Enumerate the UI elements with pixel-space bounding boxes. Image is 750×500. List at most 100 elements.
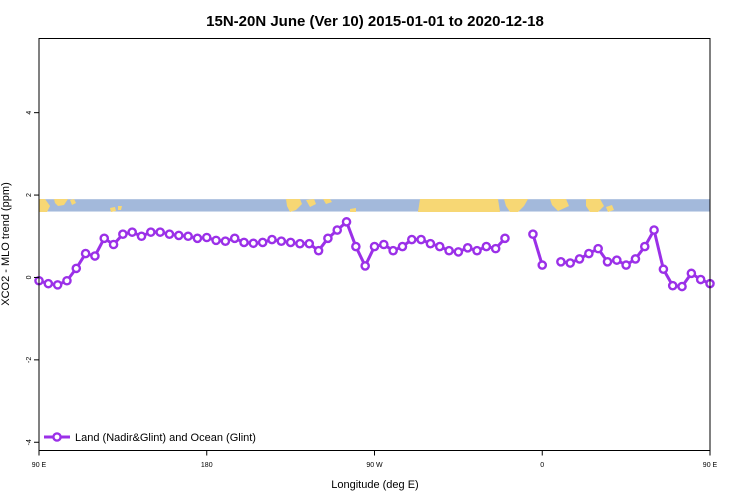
data-point bbox=[602, 257, 613, 267]
data-point bbox=[90, 251, 100, 261]
data-point bbox=[118, 229, 128, 239]
data-point bbox=[285, 237, 296, 248]
map-strip-ocean bbox=[39, 199, 710, 212]
data-point bbox=[267, 234, 277, 245]
map-strip-land bbox=[39, 199, 50, 212]
data-point bbox=[304, 238, 315, 249]
data-point bbox=[220, 236, 231, 247]
legend-marker bbox=[52, 432, 62, 442]
data-point bbox=[62, 275, 72, 286]
data-point bbox=[248, 238, 259, 249]
map-strip bbox=[39, 199, 710, 212]
data-point bbox=[388, 245, 398, 256]
data-point bbox=[425, 238, 436, 249]
data-point bbox=[341, 217, 352, 227]
data-point bbox=[612, 255, 622, 265]
data-point bbox=[528, 229, 538, 239]
data-point bbox=[453, 247, 464, 257]
data-point bbox=[416, 234, 426, 245]
data-point bbox=[434, 241, 445, 252]
data-point bbox=[80, 248, 91, 259]
data-point bbox=[192, 233, 203, 244]
data-point bbox=[472, 245, 482, 256]
data-point bbox=[257, 237, 268, 248]
map-strip-land bbox=[323, 199, 332, 204]
y-axis-label: XCO2 - MLO trend (ppm) bbox=[0, 182, 12, 305]
data-point bbox=[537, 260, 548, 270]
data-point bbox=[621, 260, 631, 270]
data-point bbox=[686, 268, 697, 279]
y-tick-label: 4 bbox=[26, 111, 33, 115]
map-strip-land bbox=[306, 199, 316, 207]
x-tick-label: 90 E bbox=[32, 462, 47, 469]
data-point bbox=[99, 233, 110, 244]
data-point bbox=[332, 225, 343, 235]
data-point bbox=[379, 239, 389, 250]
data-point bbox=[211, 235, 221, 246]
data-point bbox=[667, 280, 678, 291]
data-point bbox=[481, 241, 492, 252]
x-axis: 90 E 180 90 W 0 90 E bbox=[32, 450, 718, 469]
y-tick-label: 2 bbox=[26, 193, 33, 197]
data-point bbox=[43, 278, 54, 289]
data-point bbox=[397, 241, 408, 252]
data-point bbox=[593, 243, 603, 254]
data-point bbox=[146, 227, 156, 237]
data-point bbox=[173, 230, 184, 241]
data-point bbox=[695, 274, 706, 285]
data-point bbox=[323, 233, 333, 244]
data-point bbox=[630, 254, 641, 264]
data-point bbox=[584, 248, 594, 259]
data-point bbox=[574, 254, 585, 264]
data-point bbox=[155, 227, 165, 237]
data-point bbox=[183, 231, 193, 242]
map-strip-land bbox=[606, 205, 614, 212]
legend-label: Land (Nadir&Glint) and Ocean (Glint) bbox=[75, 432, 256, 444]
map-strip-land bbox=[286, 199, 302, 212]
data-point bbox=[276, 236, 287, 247]
y-axis: -4 -2 0 2 4 bbox=[26, 111, 39, 445]
data-point bbox=[406, 234, 417, 245]
data-point bbox=[229, 233, 240, 244]
data-point bbox=[136, 231, 147, 242]
chart-title: 15N-20N June (Ver 10) 2015-01-01 to 2020… bbox=[206, 13, 544, 30]
x-tick-label: 90 E bbox=[703, 462, 718, 469]
data-point bbox=[201, 232, 212, 243]
data-point bbox=[108, 239, 119, 250]
x-tick-label: 0 bbox=[540, 462, 544, 469]
x-tick-label: 180 bbox=[201, 462, 213, 469]
data-point bbox=[556, 257, 566, 267]
plot-area bbox=[34, 38, 715, 451]
x-tick-label: 90 W bbox=[366, 462, 383, 469]
data-point bbox=[313, 245, 324, 256]
y-tick-label: 0 bbox=[26, 275, 33, 279]
data-point bbox=[649, 225, 659, 235]
series-line bbox=[38, 220, 507, 287]
data-point bbox=[677, 281, 687, 292]
data-point bbox=[639, 241, 650, 252]
data-point bbox=[239, 237, 249, 248]
data-point bbox=[565, 258, 576, 268]
y-tick-label: -4 bbox=[26, 439, 33, 445]
data-point bbox=[462, 242, 473, 253]
series-line bbox=[531, 233, 544, 266]
data-point bbox=[127, 227, 137, 237]
data-point bbox=[71, 263, 82, 274]
data-point bbox=[500, 233, 510, 244]
map-strip-land bbox=[504, 199, 528, 212]
data-point bbox=[369, 241, 380, 252]
map-strip-land bbox=[586, 199, 604, 212]
map-strip-land bbox=[70, 199, 76, 205]
data-point bbox=[52, 280, 63, 290]
map-strip-land bbox=[550, 199, 569, 211]
data-point bbox=[295, 238, 305, 249]
data-point bbox=[490, 243, 501, 254]
map-strip-land bbox=[54, 199, 68, 206]
data-point bbox=[351, 241, 361, 252]
map-strip-land bbox=[418, 199, 500, 212]
series-layer bbox=[34, 217, 715, 292]
map-strip-land bbox=[110, 207, 116, 212]
legend: Land (Nadir&Glint) and Ocean (Glint) bbox=[44, 432, 256, 444]
data-point bbox=[444, 245, 454, 256]
